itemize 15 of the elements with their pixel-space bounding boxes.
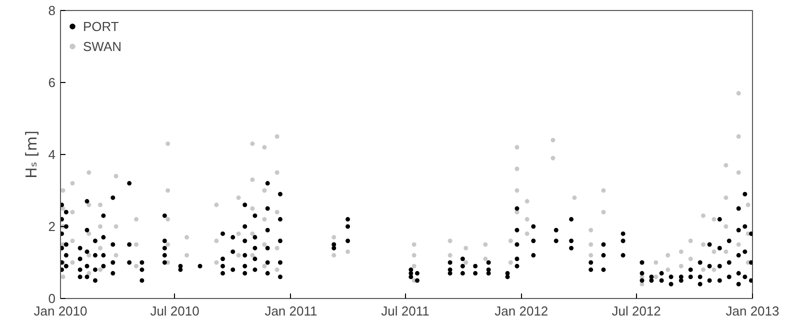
y-tick-label: 4	[48, 147, 56, 162]
x-tick-label: Jan 2010	[34, 304, 88, 318]
y-tick-label: 2	[48, 219, 56, 234]
x-tick-label: Jul 2010	[150, 304, 200, 318]
x-tick-label: Jan 2011	[264, 304, 318, 318]
x-tick-label: Jul 2011	[381, 304, 430, 318]
legend-label: SWAN	[83, 38, 122, 54]
x-tick-label: Jul 2012	[612, 304, 661, 318]
y-axis-title: Hₛ [m]	[22, 130, 40, 178]
x-tick-label: Jan 2012	[494, 304, 548, 318]
y-tick-label: 0	[48, 291, 56, 306]
x-tick-label: Jan 2013	[726, 304, 780, 318]
legend-label: PORT	[83, 18, 119, 34]
y-tick-label: 8	[48, 3, 56, 18]
y-tick-label: 6	[48, 75, 56, 90]
